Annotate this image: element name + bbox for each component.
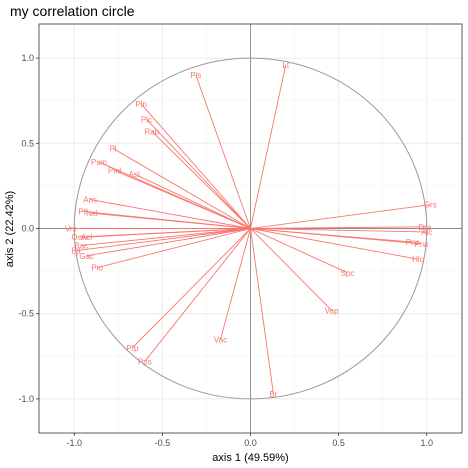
variable-arrow-plc — [146, 119, 251, 229]
variable-label-bjl: Bjl — [72, 247, 81, 256]
variable-label-plc: Plc — [141, 115, 152, 124]
variable-label-vap: Vap — [325, 306, 339, 315]
variable-label-pfl: Pfl — [78, 207, 88, 216]
variable-label-gac: Gac — [79, 252, 94, 261]
chart-title: my correlation circle — [10, 3, 135, 19]
variable-arrow-pln — [140, 103, 251, 229]
variable-label-br: Br — [269, 390, 277, 399]
variable-label-asl: Asl — [129, 170, 140, 179]
variable-arrow-br — [250, 228, 274, 394]
variable-label-pln: Pln — [135, 100, 147, 109]
variable-arrow-ans — [90, 199, 251, 229]
variable-label-ocw: Ocw — [72, 233, 88, 242]
variable-arrow-alc — [250, 228, 427, 233]
variable-arrow-vap — [250, 228, 332, 311]
variable-label-ncl: Ncl — [86, 209, 98, 218]
variable-label-prw: Prw — [415, 240, 429, 249]
variable-label-pio: Pio — [91, 264, 103, 273]
variable-label-grs: Grs — [424, 201, 437, 210]
y-tick-label: 0.0 — [21, 224, 34, 234]
x-tick-label: 0.5 — [332, 438, 345, 448]
variable-label-dra: Dra — [419, 223, 432, 232]
variable-label-rab: Rab — [144, 127, 159, 136]
y-tick-label: -1.0 — [18, 394, 34, 404]
variable-arrow-grs — [250, 204, 431, 229]
variable-label-pml: Pml — [108, 167, 122, 176]
variable-arrow-prw — [250, 228, 422, 245]
y-axis-title: axis 2 (22.42%) — [4, 191, 16, 267]
variable-arrow-gac — [86, 228, 251, 257]
variable-label-spc: Spc — [341, 269, 355, 278]
variable-arrow-pio — [97, 228, 251, 269]
variable-label-alc: Alc — [421, 228, 432, 237]
variable-label-hlc: Hlc — [412, 255, 424, 264]
variable-label-acl: Acl — [81, 233, 92, 242]
variable-label-ans: Ans — [83, 196, 97, 205]
variable-arrow-asl — [133, 173, 251, 229]
variable-arrow-vac — [220, 228, 251, 340]
variable-label-pfp: Pfp — [126, 344, 139, 353]
x-tick-label: 1.0 — [420, 438, 433, 448]
variable-arrow-spc — [250, 228, 348, 274]
y-tick-label: 0.5 — [21, 138, 34, 148]
variable-arrow-bac — [81, 228, 251, 246]
variable-arrow-pps — [144, 228, 251, 362]
x-tick-label: -1.0 — [66, 438, 82, 448]
variable-label-vac: Vac — [214, 335, 227, 344]
variable-label-pl: Pl — [109, 144, 116, 153]
variable-arrow-pfp — [132, 228, 251, 349]
variable-label-pps: Pps — [138, 357, 152, 366]
variable-arrow-dra — [250, 226, 425, 229]
variable-arrow-acl — [86, 228, 251, 238]
x-tick-label: -0.5 — [155, 438, 171, 448]
variable-label-pls: Pls — [190, 71, 201, 80]
y-tick-label: -0.5 — [18, 309, 34, 319]
variable-label-bac: Bac — [74, 242, 88, 251]
variable-label-psm: Psm — [91, 158, 107, 167]
x-axis-title: axis 1 (49.59%) — [212, 452, 288, 464]
variable-arrow-pls — [195, 74, 251, 229]
variable-label-vrs: Vrs — [65, 225, 77, 234]
variable-arrow-ncl — [91, 212, 251, 229]
y-tick-label: 1.0 — [21, 53, 34, 63]
x-tick-label: 0.0 — [244, 438, 257, 448]
variable-arrow-hlc — [250, 228, 419, 260]
variable-label-lt: Lt — [282, 61, 289, 70]
variable-arrow-pl — [112, 148, 251, 229]
variable-arrow-rab — [151, 131, 251, 229]
variable-arrow-bjl — [75, 228, 251, 252]
variable-arrow-pml — [114, 170, 251, 229]
variable-arrow-lt — [250, 64, 287, 229]
